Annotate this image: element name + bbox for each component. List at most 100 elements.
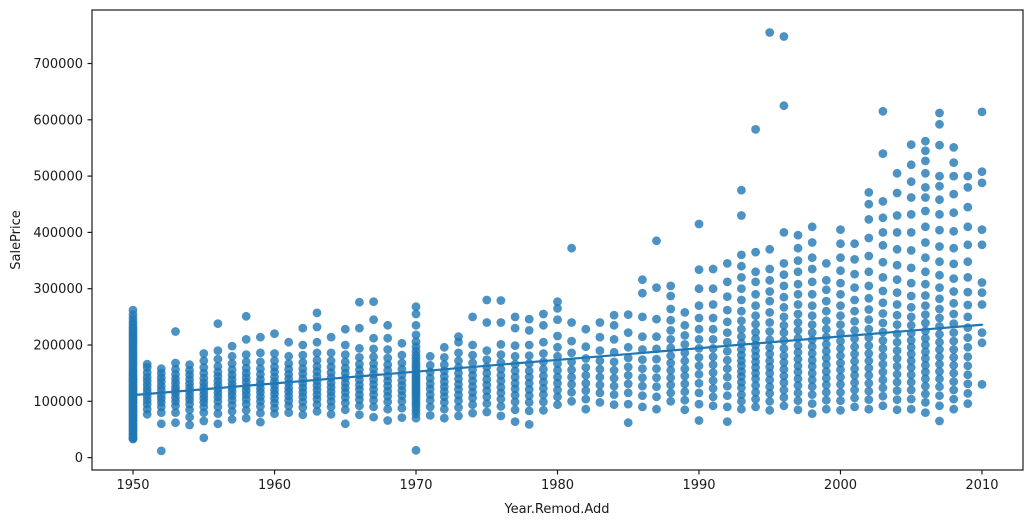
scatter-point xyxy=(270,362,279,372)
scatter-point xyxy=(821,373,831,383)
scatter-point xyxy=(241,405,251,415)
scatter-point xyxy=(652,364,661,374)
scatter-point xyxy=(708,384,718,393)
scatter-point xyxy=(737,316,746,326)
scatter-point xyxy=(411,330,421,340)
scatter-point xyxy=(949,394,959,404)
scatter-point xyxy=(411,337,421,346)
scatter-point xyxy=(779,320,789,330)
scatter-point xyxy=(921,333,930,343)
scatter-point xyxy=(921,398,930,407)
scatter-point xyxy=(680,331,690,340)
scatter-point xyxy=(864,215,874,224)
scatter-point xyxy=(864,324,874,334)
scatter-point xyxy=(298,340,308,350)
scatter-point xyxy=(666,291,676,301)
scatter-point xyxy=(666,365,676,375)
scatter-point xyxy=(326,409,336,419)
scatter-point xyxy=(807,311,817,321)
scatter-point xyxy=(284,408,294,417)
scatter-point xyxy=(779,358,789,367)
scatter-point xyxy=(850,269,859,279)
scatter-point xyxy=(666,351,676,361)
scatter-point xyxy=(751,301,760,310)
scatter-point xyxy=(850,326,859,335)
scatter-point xyxy=(298,364,308,374)
scatter-point xyxy=(425,360,435,370)
scatter-point xyxy=(510,417,520,426)
x-tick-label: 2000 xyxy=(824,478,857,493)
scatter-point xyxy=(609,373,619,383)
scatter-point xyxy=(652,283,661,292)
scatter-point xyxy=(807,399,817,408)
scatter-point xyxy=(227,365,237,375)
scatter-point xyxy=(850,378,859,388)
scatter-point xyxy=(369,344,378,354)
x-axis-label: Year.Remod.Add xyxy=(503,502,609,517)
scatter-point xyxy=(821,316,831,326)
scatter-point xyxy=(439,360,449,370)
scatter-point xyxy=(737,396,746,406)
scatter-point xyxy=(906,177,916,187)
scatter-point xyxy=(355,323,364,333)
scatter-point xyxy=(284,351,294,361)
scatter-point xyxy=(623,418,633,428)
scatter-point xyxy=(793,374,803,384)
y-axis-label: SalePrice xyxy=(9,210,24,270)
scatter-point xyxy=(227,414,237,424)
scatter-point xyxy=(836,311,845,321)
scatter-point xyxy=(623,353,633,363)
scatter-point xyxy=(793,354,803,364)
scatter-point xyxy=(935,352,944,362)
scatter-point xyxy=(864,356,874,366)
scatter-point xyxy=(821,306,831,316)
scatter-point xyxy=(383,416,393,425)
scatter-point xyxy=(821,404,831,414)
scatter-point xyxy=(935,345,944,354)
scatter-point xyxy=(171,408,180,417)
scatter-point xyxy=(638,373,647,383)
scatter-point xyxy=(864,188,874,197)
scatter-point xyxy=(921,318,930,328)
scatter-point xyxy=(468,358,477,368)
scatter-point xyxy=(751,319,760,329)
scatter-point xyxy=(935,391,944,401)
scatter-point xyxy=(864,349,874,358)
scatter-point xyxy=(666,388,676,398)
scatter-point xyxy=(581,324,591,334)
scatter-point xyxy=(751,334,760,344)
scatter-point xyxy=(864,293,874,303)
scatter-point xyxy=(171,418,180,428)
scatter-point xyxy=(213,354,223,364)
scatter-point xyxy=(369,359,378,368)
scatter-point xyxy=(892,337,902,347)
scatter-point xyxy=(708,360,718,370)
scatter-point xyxy=(850,402,859,412)
scatter-point xyxy=(765,368,775,378)
scatter-point xyxy=(807,342,817,352)
scatter-point xyxy=(326,332,336,342)
scatter-point xyxy=(510,351,520,361)
scatter-point xyxy=(821,367,831,376)
scatter-point xyxy=(765,389,775,398)
scatter-point xyxy=(567,243,576,253)
scatter-point xyxy=(708,376,718,385)
scatter-point xyxy=(666,396,676,406)
scatter-point xyxy=(963,370,973,380)
scatter-point xyxy=(892,369,902,379)
scatter-point xyxy=(906,160,916,170)
scatter-point xyxy=(779,259,789,268)
scatter-point xyxy=(779,270,789,279)
scatter-point xyxy=(298,410,308,420)
scatter-point xyxy=(751,402,760,412)
scatter-point xyxy=(708,284,718,294)
scatter-point xyxy=(935,270,944,280)
scatter-point xyxy=(411,302,421,312)
scatter-point xyxy=(864,199,874,209)
scatter-point xyxy=(850,349,859,359)
scatter-point xyxy=(921,146,930,156)
scatter-point xyxy=(807,355,817,365)
scatter-point xyxy=(737,390,746,399)
scatter-point xyxy=(199,433,209,443)
scatter-point xyxy=(722,364,732,374)
